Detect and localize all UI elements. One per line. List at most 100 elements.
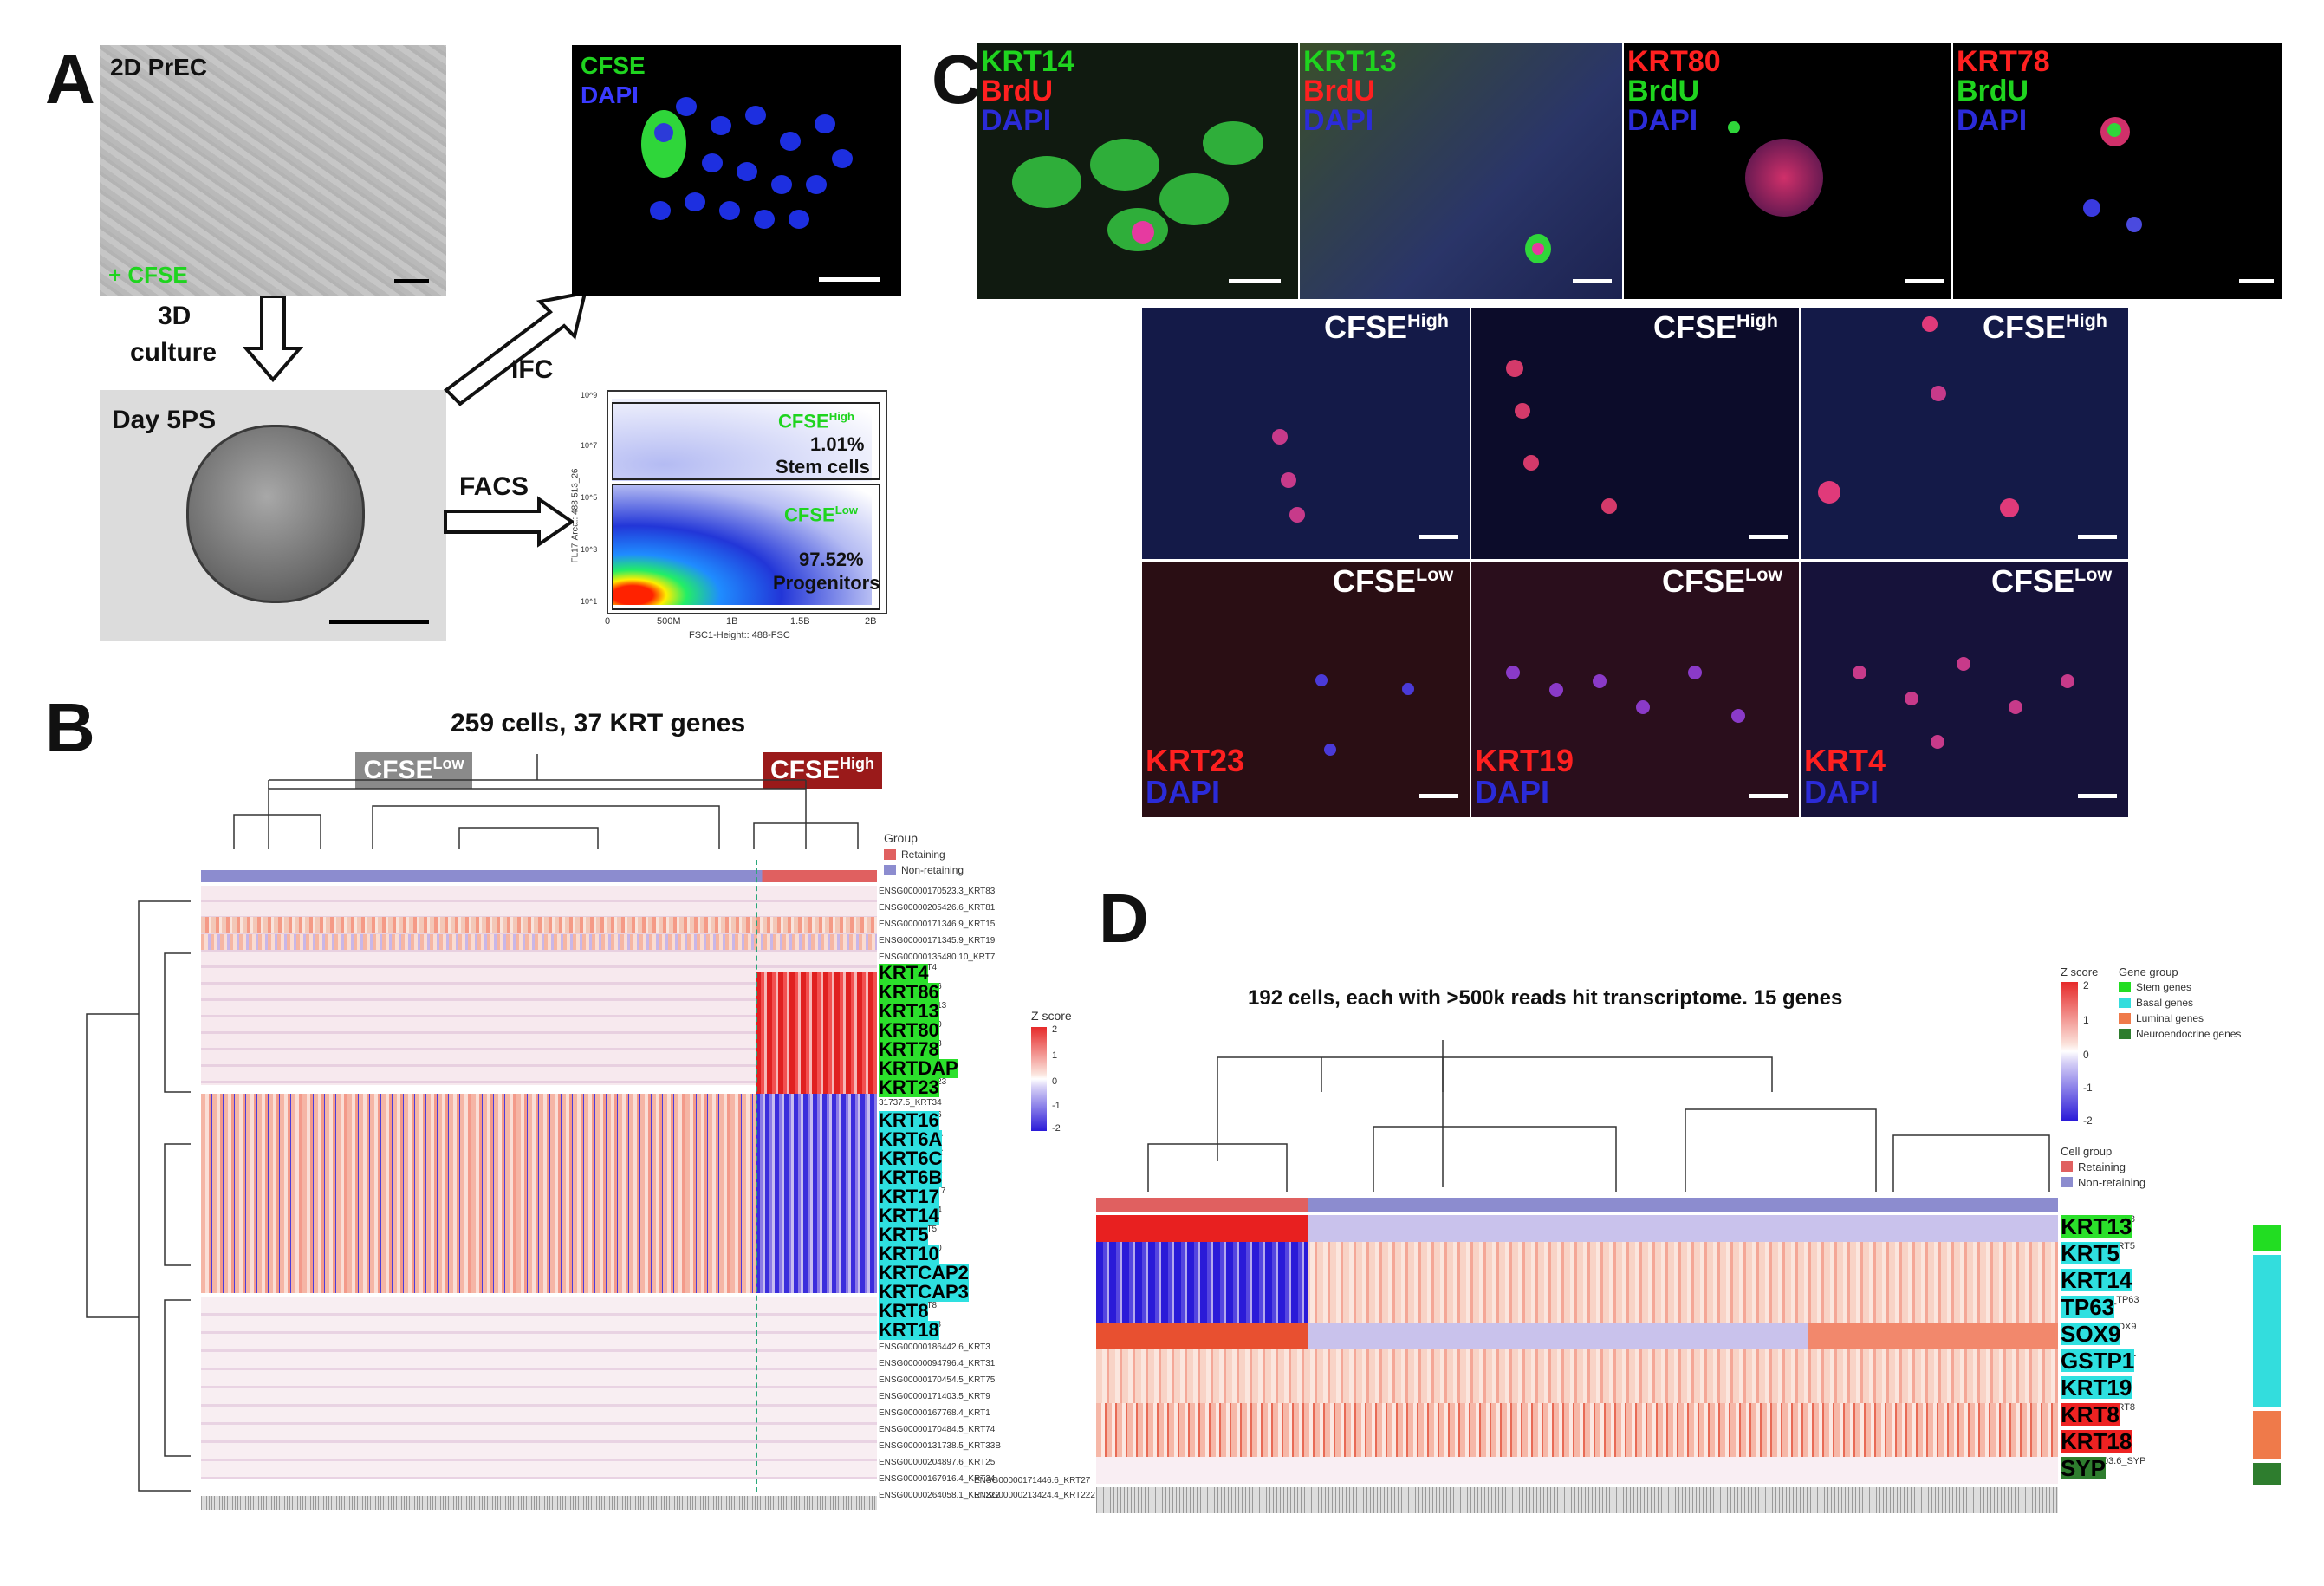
cell bbox=[2009, 700, 2022, 714]
flow-high-label: CFSEHigh bbox=[778, 411, 854, 431]
label-facs: FACS bbox=[459, 472, 529, 501]
label-cfse-high: CFSEHigh bbox=[1983, 311, 2107, 343]
b-row-10: KRTDAP8.6_KRTDAP bbox=[879, 1059, 958, 1078]
b-row-13: KRT1686832.6_KRT16 bbox=[879, 1111, 942, 1130]
gg-stem: Stem genes bbox=[2136, 981, 2192, 993]
scale-bar bbox=[329, 620, 429, 624]
b-row-7-big: KRT13 bbox=[879, 1000, 939, 1022]
d-row-9-big: SYP bbox=[2061, 1455, 2107, 1481]
gg-swatch-stem bbox=[2119, 982, 2131, 992]
label-dapi: DAPI bbox=[1475, 774, 1550, 809]
label-dapi: DAPI bbox=[1804, 774, 1879, 809]
b-row-0-id: ENSG00000170523.3_KRT83 bbox=[879, 887, 996, 896]
heatmap-b-zscore: Z score 2 1 0 -1 -2 bbox=[1031, 1010, 1109, 1140]
nucleus bbox=[815, 114, 835, 133]
b-row-3-id: ENSG00000171345.9_KRT19 bbox=[879, 936, 996, 946]
cg-nonretaining: Non-retaining bbox=[2078, 1176, 2146, 1189]
image-krt13-brdu: KRT13 BrdU DAPI bbox=[1300, 43, 1622, 299]
flow-y-axis: FL17-Area:: 488-513_26 bbox=[570, 468, 581, 563]
green-cell bbox=[1159, 173, 1229, 225]
heatmap-d-body bbox=[1096, 1215, 2058, 1484]
flow-x-axis: FSC1-Height:: 488-FSC bbox=[689, 630, 790, 640]
label-plus-cfse: + CFSE bbox=[108, 262, 188, 288]
scale-bar bbox=[1749, 535, 1788, 539]
b-row-1-id: ENSG00000205426.6_KRT81 bbox=[879, 903, 996, 913]
b-row-8-big: KRT80 bbox=[879, 1019, 939, 1041]
heatmap-d-zscore: Z score 2 1 0 -1 -2 bbox=[2061, 966, 2130, 1140]
d-group-stem bbox=[2253, 1225, 2281, 1251]
nucleus bbox=[719, 201, 740, 220]
heatmap-b-row-labels: ENSG00000170523.3_KRT83 ENSG00000205426.… bbox=[879, 887, 1095, 1500]
gg-swatch-neuro bbox=[2119, 1029, 2131, 1039]
scale-bar bbox=[2078, 794, 2117, 798]
cell bbox=[2061, 674, 2074, 688]
row-dendrogram bbox=[86, 900, 191, 1492]
label-krt78: KRT78 bbox=[1957, 45, 2050, 78]
b-row-6-big: KRT86 bbox=[879, 981, 939, 1003]
label-dapi: DAPI bbox=[1146, 774, 1221, 809]
gg-luminal: Luminal genes bbox=[2136, 1012, 2204, 1024]
cfse-high-sup: High bbox=[1737, 309, 1778, 331]
nucleus bbox=[745, 106, 766, 125]
zscore-b-2: 2 bbox=[1052, 1024, 1058, 1035]
b-row-17-big: KRT17 bbox=[879, 1186, 939, 1207]
flow-plot: CFSEHigh 1.01% Stem cells CFSELow 97.52%… bbox=[555, 381, 901, 641]
b-row-32-id: ENSG00000204897.6_KRT25 bbox=[879, 1458, 996, 1467]
green-nucleus bbox=[1728, 121, 1740, 133]
green-cell bbox=[1090, 139, 1159, 191]
b-row-34-id: ENSG00000264058.1_KRT222 bbox=[879, 1491, 1000, 1500]
b-row-35-id: ENSG00000213424.4_KRT222 bbox=[974, 1491, 1095, 1500]
b-row-36-id: ENSG00000171446.6_KRT27 bbox=[974, 1476, 1091, 1485]
sphere bbox=[186, 425, 365, 603]
gene-group-title: Gene group bbox=[2119, 965, 2178, 978]
b-row-33: ENSG00000167916.4_KRT24 bbox=[879, 1475, 995, 1484]
zscore-b-0: 0 bbox=[1052, 1076, 1058, 1087]
panel-label-a: A bbox=[45, 41, 95, 118]
b-row-23-big: KRT8 bbox=[879, 1300, 929, 1322]
nucleus bbox=[789, 210, 809, 229]
label-dapi: DAPI bbox=[1957, 104, 2028, 137]
image-2d-prec: 2D PrEC + CFSE bbox=[100, 45, 446, 296]
label-dapi: DAPI bbox=[981, 104, 1052, 137]
gg-basal: Basal genes bbox=[2136, 997, 2194, 1009]
cell-group-title: Cell group bbox=[2061, 1145, 2113, 1158]
red-cell bbox=[1506, 360, 1523, 377]
nucleus bbox=[771, 175, 792, 194]
facs-arrow-icon bbox=[444, 496, 574, 548]
gg-swatch-basal bbox=[2119, 998, 2131, 1008]
d-row-3-big: TP63 bbox=[2061, 1294, 2115, 1320]
gg-neuro: Neuroendocrine genes bbox=[2136, 1028, 2242, 1040]
red-cell bbox=[1289, 507, 1305, 523]
d-row-4: SOX90125398.5_SOX9 bbox=[2061, 1323, 2136, 1345]
down-arrow-icon bbox=[243, 296, 303, 383]
b-row-6: KRT8670442.7_KRT86 bbox=[879, 983, 942, 1002]
red-cell bbox=[1922, 316, 1938, 332]
d-column-dendrogram bbox=[1147, 1040, 2050, 1192]
flow-x-tick-0: 0 bbox=[605, 616, 611, 627]
heatmap-d-row-labels: KRT1371401.10_KRT13 KRT50186081.7_KRT5 K… bbox=[2061, 1215, 2286, 1485]
d-row-8-big: KRT18 bbox=[2061, 1428, 2132, 1454]
scale-bar bbox=[819, 277, 880, 282]
b-row-20: KRT1086395.6_KRT10 bbox=[879, 1245, 942, 1264]
zscore-d-0: 0 bbox=[2083, 1049, 2089, 1061]
label-krt23: KRT23 bbox=[1146, 743, 1245, 778]
b-row-18-big: KRT14 bbox=[879, 1205, 939, 1226]
d-row-2-big: KRT14 bbox=[2061, 1267, 2132, 1293]
heatmap-b-title: 259 cells, 37 KRT genes bbox=[451, 709, 746, 738]
b-row-26: ENSG00000094796.4_KRT31 bbox=[879, 1360, 995, 1368]
b-row-25: ENSG00000186442.6_KRT3 bbox=[879, 1343, 990, 1352]
flow-x-tick-1: 500M bbox=[657, 616, 681, 627]
b-row-3: ENSG00000171345.9_KRT19 bbox=[879, 937, 995, 946]
cg-swatch-retaining bbox=[2061, 1161, 2073, 1172]
heatmap-d-gene-group-legend: Gene group Stem genes Basal genes Lumina… bbox=[2119, 966, 2292, 1044]
cfse-high-tag: CFSEHigh bbox=[763, 752, 882, 789]
ifc-arrow-icon bbox=[443, 290, 587, 406]
d-hm-sox9 bbox=[1096, 1323, 2058, 1349]
red-cell bbox=[1281, 472, 1296, 488]
hm-row-15 bbox=[201, 917, 877, 933]
d-row-7-big: KRT8 bbox=[2061, 1401, 2120, 1427]
b-row-2-id: ENSG00000171346.9_KRT15 bbox=[879, 920, 996, 929]
b-row-22: KRTCAP3_KRTCAP3 bbox=[879, 1283, 969, 1302]
flow-low-sup: Low bbox=[834, 504, 859, 517]
d-row-0: KRT1371401.10_KRT13 bbox=[2061, 1215, 2135, 1238]
